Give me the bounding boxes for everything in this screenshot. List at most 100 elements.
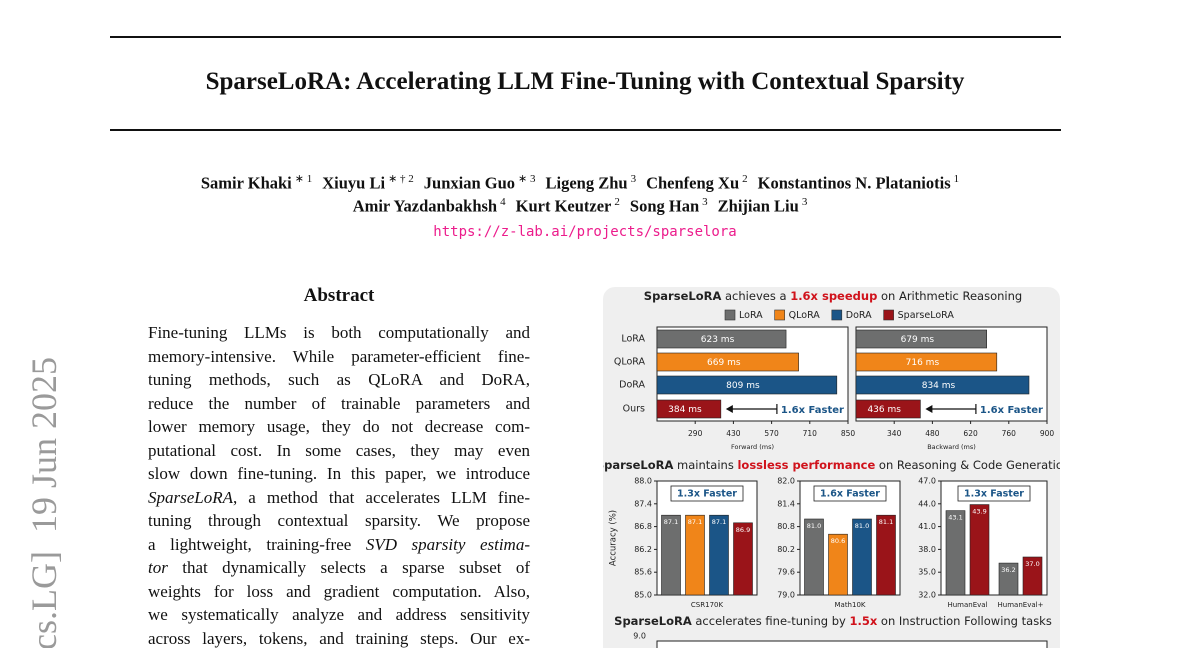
x-tick-label: 620 xyxy=(963,429,978,438)
abstract-text: that dynamically selects a sparse subset… xyxy=(167,558,530,577)
bar-label: 36.2 xyxy=(1001,566,1015,574)
y-tick-label: 85.0 xyxy=(634,591,652,600)
author-affiliation: ∗ 1 xyxy=(294,173,313,185)
subtitle-part: SparseLoRA xyxy=(603,458,674,472)
row-label: Ours xyxy=(623,404,645,415)
abstract-line: across layers, tokens, and training step… xyxy=(148,627,530,648)
figure-subtitle: SparseLoRA accelerates fine-tuning by 1.… xyxy=(614,614,1052,628)
y-tick-label: 9.0 xyxy=(633,632,646,641)
bar-label: 37.0 xyxy=(1025,560,1039,568)
x-tick-label: 290 xyxy=(688,429,703,438)
abstract-text: reduce the number of trainable parameter… xyxy=(148,393,530,413)
x-axis-label: Forward (ms) xyxy=(731,443,774,451)
abstract-line: tuning through contextual sparsity. We p… xyxy=(148,509,530,533)
author-affiliation: 4 xyxy=(500,196,506,208)
speedup-annotation: 1.3x Faster xyxy=(677,489,737,500)
abstract-text: Fine-tuning LLMs is both computationally… xyxy=(148,323,530,342)
bar xyxy=(1022,556,1043,596)
y-tick-label: 44.0 xyxy=(918,499,936,508)
abstract-line: we systematically analyze and address se… xyxy=(148,603,530,627)
project-url[interactable]: https://z-lab.ai/projects/sparselora xyxy=(433,224,737,240)
author-affiliation: ∗ 3 xyxy=(518,173,536,185)
y-tick-label: 79.0 xyxy=(777,591,795,600)
author-affiliation: 3 xyxy=(702,196,708,208)
bar xyxy=(998,562,1019,596)
y-tick-label: 38.0 xyxy=(918,545,936,554)
subtitle-part: 1.6x speedup xyxy=(790,289,877,303)
bar xyxy=(656,329,787,349)
legend-swatch xyxy=(831,309,843,321)
abstract-text: tor xyxy=(148,558,168,577)
bar-label: 86.9 xyxy=(736,526,750,534)
bar xyxy=(969,504,990,596)
author-line: Samir Khaki ∗ 1 Xiuyu Li ∗ † 2 Junxian Guo ∗ … xyxy=(0,172,1170,194)
y-tick-label: 86.8 xyxy=(634,522,652,531)
y-tick-label: 35.0 xyxy=(918,568,936,577)
author-name: Chenfeng Xu xyxy=(646,173,740,193)
y-tick-label: 88.0 xyxy=(634,477,652,486)
author-affiliation: 1 xyxy=(953,173,960,185)
author-name: Junxian Guo xyxy=(423,173,516,193)
abstract-line: putational cost. In some cases, they may… xyxy=(148,439,530,463)
author-affiliation: 3 xyxy=(630,173,637,185)
speedup-annotation: 1.6x Faster xyxy=(820,489,880,500)
abstract-text: across layers, tokens, and training step… xyxy=(148,628,530,648)
abstract-text: memory-intensive. While parameter-effici… xyxy=(148,346,530,366)
y-tick-label: 87.4 xyxy=(634,499,652,508)
bar-label: 384 ms xyxy=(668,405,702,415)
abstract-body: Fine-tuning LLMs is both computationally… xyxy=(148,321,530,648)
subtitle-part: SparseLoRA xyxy=(614,614,692,628)
y-tick-label: 85.6 xyxy=(634,568,652,577)
bar xyxy=(656,375,838,395)
subtitle-part: SparseLoRA xyxy=(644,289,722,303)
legend-swatch xyxy=(883,309,894,321)
bar xyxy=(945,510,966,596)
x-tick-label: 430 xyxy=(726,429,741,438)
y-tick-label: 86.2 xyxy=(634,545,652,554)
plot-frame xyxy=(656,640,1048,648)
abstract-line: reduce the number of trainable parameter… xyxy=(148,392,530,416)
bar xyxy=(804,518,824,596)
subtitle-part: 1.5x xyxy=(849,614,877,628)
bar xyxy=(852,518,872,596)
teaser-figure: SparseLoRA achieves a 1.6x speedup on Ar… xyxy=(603,287,1060,648)
subtitle-part: on Reasoning & Code Generation xyxy=(875,458,1060,472)
abstract-line: lower memory usage, they do not decrease… xyxy=(148,415,530,439)
x-tick-label: 480 xyxy=(925,429,940,438)
x-tick-label: 340 xyxy=(887,429,902,438)
abstract-text: SVD sparsity estima- xyxy=(365,534,530,554)
paper-title: SparseLoRA: Accelerating LLM Fine-Tuning… xyxy=(205,68,965,95)
legend-label: LoRA xyxy=(739,310,763,321)
bar-label: 80.6 xyxy=(831,537,845,545)
author-affiliation: ∗ † 2 xyxy=(388,173,414,185)
bar xyxy=(709,514,729,596)
category-label: Math10K xyxy=(834,601,865,609)
bar-label: 716 ms xyxy=(906,358,940,368)
subtitle-part: on Arithmetic Reasoning xyxy=(877,289,1022,303)
category-label: CSR170K xyxy=(691,601,724,609)
y-tick-label: 80.2 xyxy=(777,545,795,554)
annotation-box xyxy=(957,485,1031,502)
abstract-text: tuning through contextual sparsity. We p… xyxy=(148,511,530,530)
bar xyxy=(855,375,1030,395)
author-name: Konstantinos N. Plataniotis xyxy=(757,173,951,193)
x-tick-label: 900 xyxy=(1040,429,1055,438)
author-name: Amir Yazdanbakhsh xyxy=(352,196,498,216)
bar-label: 679 ms xyxy=(901,335,935,345)
arrow-head xyxy=(725,405,733,413)
abstract-line: memory-intensive. While parameter-effici… xyxy=(148,345,530,369)
abstract-text: a lightweight, training-free xyxy=(148,534,366,554)
subtitle-part: maintains xyxy=(673,458,737,472)
bar xyxy=(685,514,705,596)
y-tick-label: 41.0 xyxy=(918,522,936,531)
author-affiliation: 2 xyxy=(742,173,748,185)
bar-label: 43.1 xyxy=(948,514,962,522)
abstract-heading: Abstract xyxy=(303,285,375,306)
bar-label: 87.1 xyxy=(688,518,702,526)
abstract-line: weights for loss and gradient computatio… xyxy=(148,580,530,604)
author-line: Amir Yazdanbakhsh 4 Kurt Keutzer 2 Song Han 3… xyxy=(0,196,1170,217)
author-affiliation: 3 xyxy=(801,196,808,208)
abstract-line: Fine-tuning LLMs is both computationally… xyxy=(148,321,530,345)
category-label: HumanEval+ xyxy=(998,601,1044,609)
